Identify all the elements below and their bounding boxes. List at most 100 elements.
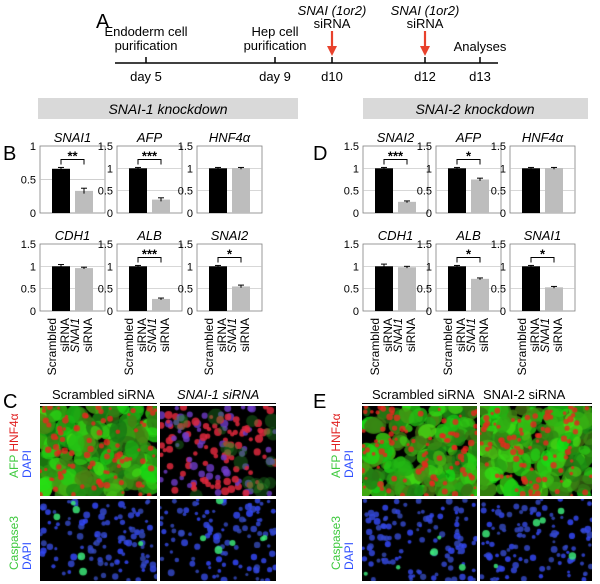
y-tick-label: 1.5: [98, 239, 113, 251]
plot-frame: [509, 243, 576, 312]
x-label-line2: siRNA: [381, 318, 395, 352]
bar-snai: [471, 179, 489, 213]
chart-d-6: SNAI2 0 0.5 1 1.5 ***: [344, 130, 429, 220]
chart-b-3: CDH1 0 0.5 1 1.5: [21, 228, 106, 318]
micro-header-underline: [480, 403, 592, 404]
x-label-line1: SNAI1: [145, 318, 159, 353]
y-tick-label: 0: [30, 208, 36, 220]
plot-frame: [116, 243, 183, 312]
significance-stars: *: [227, 246, 233, 261]
x-label-line2: siRNA: [135, 318, 149, 352]
bar-scrambled: [52, 266, 70, 311]
y-tick-label: 0: [426, 306, 432, 318]
bar-snai: [152, 199, 170, 213]
snai1-knockdown-title: SNAI-1 knockdown: [108, 101, 227, 117]
snai1-knockdown-bar: [38, 98, 298, 119]
y-tick-label: 1: [187, 261, 193, 273]
bar-snai: [471, 278, 489, 311]
plot-frame: [362, 243, 429, 312]
panel-letter-d: D: [313, 143, 327, 165]
stain-label-hnf: HNF4α: [329, 413, 343, 452]
y-tick-label: 0.5: [98, 186, 113, 198]
plot-frame: [509, 145, 576, 214]
y-tick-label: 0: [187, 306, 193, 318]
stain-labels-c-top: AFP HNF4α DAPI: [7, 410, 34, 478]
bar-snai: [545, 168, 563, 213]
stain-label-dapi: DAPI: [20, 449, 34, 478]
sirna-arrow-head: [420, 46, 430, 56]
timeline-event-label: Hep cell: [252, 24, 299, 39]
y-tick-label: 0.5: [344, 186, 359, 198]
timeline-event-label: Analyses: [454, 39, 507, 54]
timeline-day-label: day 5: [130, 69, 162, 84]
timeline-day-label: d10: [321, 69, 343, 84]
x-label-line2: siRNA: [551, 318, 565, 352]
significance-bracket: [137, 256, 162, 263]
stain-label-row: DAPI: [342, 513, 356, 570]
y-tick-label: 1: [353, 261, 359, 273]
bar-snai: [545, 287, 563, 311]
micro-e-scrambled-casp: [362, 499, 477, 581]
stain-label-afp: AFP: [329, 454, 343, 478]
micro-header-snai1: SNAI-1 siRNA: [177, 387, 260, 402]
bar-scrambled: [448, 266, 466, 311]
plot-frame: [196, 145, 263, 214]
stain-label-dapi: DAPI: [20, 541, 34, 570]
y-tick-label: 0: [107, 306, 113, 318]
y-tick-label: 0: [30, 306, 36, 318]
x-label-line1: Scrambled: [45, 318, 59, 375]
x-label-line2: siRNA: [158, 318, 172, 352]
y-tick-label: 1: [30, 261, 36, 273]
y-tick-label: 1.5: [21, 239, 36, 251]
x-label-line2: siRNA: [58, 318, 72, 352]
y-tick-label: 0.5: [491, 284, 506, 296]
panel-letter-c: C: [3, 391, 17, 413]
chart-d-10: ALB 0 0.5 1 1.5 *: [417, 228, 502, 318]
x-label-line2: siRNA: [528, 318, 542, 352]
micro-header-underline: [40, 403, 157, 404]
panel-letter-e: E: [313, 391, 326, 413]
y-tick-label: 0.5: [21, 175, 36, 187]
micro-header-snai2: SNAI-2 siRNA: [483, 387, 566, 402]
stain-label-casp: Caspase3: [329, 515, 343, 570]
micro-c-snai1-casp: [160, 499, 276, 581]
stain-label-row: DAPI: [342, 410, 356, 478]
timeline-day-label: d12: [414, 69, 436, 84]
y-tick-label: 0: [107, 208, 113, 220]
chart-d-9: CDH1 0 0.5 1 1.5: [344, 228, 429, 318]
timeline-event-sublabel: siRNA: [407, 16, 444, 31]
micro-header-underline: [160, 403, 276, 404]
panel-letter-a: A: [96, 11, 110, 33]
stain-label-hnf: HNF4α: [7, 413, 21, 452]
micro-c-scrambled-afp: [40, 406, 157, 496]
bar-scrambled: [129, 168, 147, 213]
y-tick-label: 0: [353, 306, 359, 318]
timeline-event-label: SNAI (1or2): [391, 3, 460, 18]
stain-labels-e-top: AFP HNF4α DAPI: [329, 410, 356, 478]
y-tick-label: 1.5: [417, 141, 432, 153]
chart-title: HNF4α: [209, 130, 251, 145]
plot-frame: [116, 145, 183, 214]
chart-title: SNAI2: [377, 130, 415, 145]
x-label-line1: Scrambled: [202, 318, 216, 375]
y-tick-label: 0.5: [417, 186, 432, 198]
chart-title: CDH1: [55, 228, 90, 243]
plot-frame: [362, 145, 429, 214]
x-label-line1: SNAI1: [464, 318, 478, 353]
significance-stars: **: [67, 148, 78, 163]
stain-label-dapi: DAPI: [342, 449, 356, 478]
chart-b-5: SNAI2 0 0.5 1 1.5 *: [178, 228, 263, 318]
plot-frame: [39, 243, 106, 312]
y-tick-label: 0.5: [344, 284, 359, 296]
panel-letter-b: B: [3, 143, 16, 165]
y-tick-label: 1.5: [344, 141, 359, 153]
y-tick-label: 1.5: [178, 141, 193, 153]
significance-bracket: [456, 158, 481, 165]
x-label-line1: SNAI1: [68, 318, 82, 353]
y-tick-label: 1: [30, 141, 36, 153]
x-label-line2: siRNA: [454, 318, 468, 352]
y-tick-label: 0.5: [178, 186, 193, 198]
stain-label-afp: AFP: [7, 454, 21, 478]
bar-scrambled: [522, 266, 540, 311]
